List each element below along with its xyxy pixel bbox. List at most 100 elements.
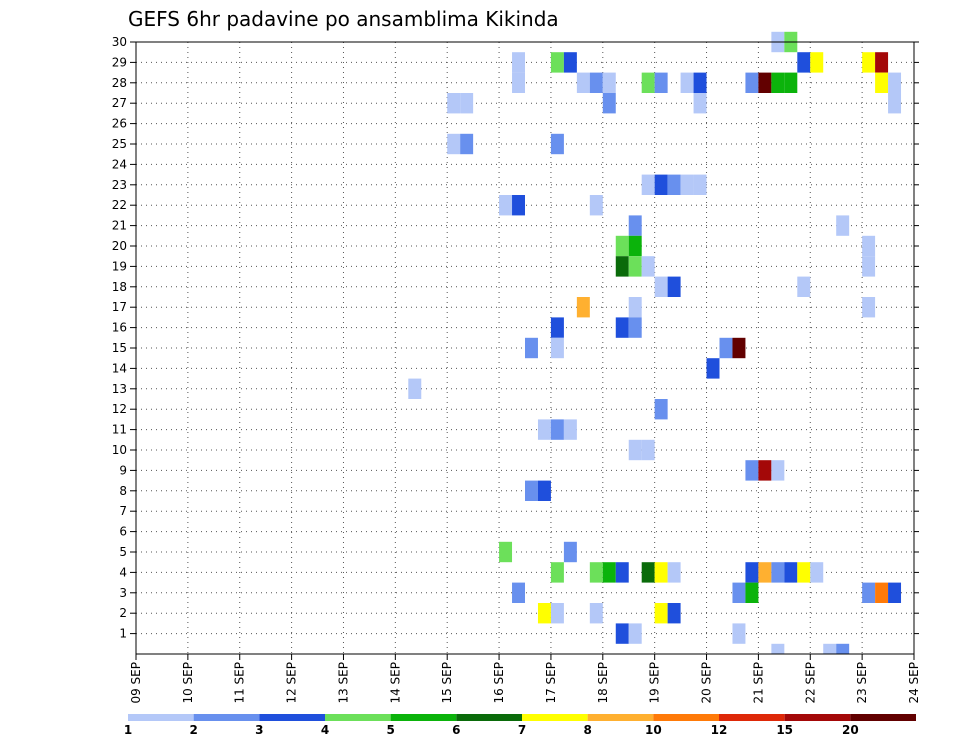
colorbar-swatch xyxy=(325,714,391,721)
chart-cell xyxy=(862,52,876,73)
colorbar-label: 6 xyxy=(452,723,460,737)
chart-cell xyxy=(719,337,733,359)
colorbar-swatch xyxy=(128,714,194,721)
colorbar-label: 10 xyxy=(645,723,662,737)
y-tick-label: 12 xyxy=(112,402,127,416)
chart-cell xyxy=(836,643,850,654)
chart-title: GEFS 6hr padavine po ansamblima Kikinda xyxy=(128,7,559,31)
x-tick-label: 10 SEP xyxy=(181,662,195,704)
colorbar-label: 3 xyxy=(255,723,263,737)
y-tick-label: 2 xyxy=(119,606,127,620)
colorbar-swatch xyxy=(850,714,916,721)
chart-cell xyxy=(550,562,564,583)
y-tick-label: 16 xyxy=(112,321,127,335)
y-tick-label: 18 xyxy=(112,280,127,294)
chart-cell xyxy=(888,72,902,93)
y-tick-label: 29 xyxy=(112,55,127,69)
chart-cell xyxy=(654,174,668,195)
chart-cell xyxy=(784,72,798,93)
chart-cell xyxy=(408,378,422,399)
chart-cell xyxy=(862,297,876,318)
chart-cell xyxy=(732,623,746,644)
x-tick-label: 20 SEP xyxy=(700,662,714,704)
y-tick-label: 1 xyxy=(119,627,127,641)
chart-cell xyxy=(550,52,564,73)
colorbar-swatch xyxy=(522,714,588,721)
chart-cell xyxy=(589,195,603,216)
chart-cell xyxy=(875,582,889,603)
chart-cell xyxy=(654,276,668,297)
chart-cell xyxy=(745,562,759,583)
chart-cells xyxy=(408,31,902,654)
chart-cell xyxy=(589,562,603,583)
chart-cell xyxy=(615,317,629,338)
y-tick-label: 4 xyxy=(119,565,127,579)
y-tick-label: 21 xyxy=(112,219,127,233)
y-tick-label: 26 xyxy=(112,117,127,131)
chart-cell xyxy=(875,52,889,73)
y-tick-label: 14 xyxy=(112,361,127,375)
y-tick-label: 19 xyxy=(112,259,127,273)
y-tick-label: 8 xyxy=(119,484,127,498)
y-tick-label: 23 xyxy=(112,178,127,192)
chart-cell xyxy=(550,337,564,359)
chart-cell xyxy=(667,603,681,624)
chart-cell xyxy=(641,256,655,277)
chart-cell xyxy=(862,256,876,277)
chart-cell xyxy=(706,358,720,379)
chart-cell xyxy=(628,235,642,257)
chart-cell xyxy=(447,133,461,155)
chart-cell xyxy=(537,603,551,624)
x-tick-label: 18 SEP xyxy=(596,662,610,704)
x-tick-label: 12 SEP xyxy=(285,662,299,704)
chart-cell xyxy=(732,582,746,603)
chart-cell xyxy=(693,93,707,114)
colorbar-label: 4 xyxy=(321,723,329,737)
colorbar-label: 5 xyxy=(386,723,394,737)
chart-cell xyxy=(512,52,525,73)
chart-cell xyxy=(797,52,811,73)
chart-cell xyxy=(771,72,785,93)
x-tick-label: 14 SEP xyxy=(388,662,402,704)
colorbar-label: 2 xyxy=(189,723,197,737)
chart-cell xyxy=(680,72,694,93)
colorbar-label: 7 xyxy=(518,723,526,737)
x-tick-label: 24 SEP xyxy=(907,662,921,704)
chart-cell xyxy=(745,460,759,481)
y-tick-label: 30 xyxy=(112,35,127,49)
y-tick-label: 9 xyxy=(119,463,127,477)
chart-cell xyxy=(641,174,655,195)
y-tick-label: 28 xyxy=(112,76,127,90)
x-tick-label: 17 SEP xyxy=(544,662,558,704)
y-tick-label: 22 xyxy=(112,198,127,212)
colorbar-swatch xyxy=(259,714,325,721)
chart-cell xyxy=(654,72,668,93)
x-tick-label: 13 SEP xyxy=(336,662,350,704)
colorbar-label: 8 xyxy=(583,723,591,737)
chart-cell xyxy=(563,52,577,73)
x-axis: 09 SEP 10 SEP 11 SEP 12 SEP 13 SEP 14 SEP 15 S… xyxy=(129,654,921,704)
chart-cell xyxy=(797,276,811,297)
chart-cell xyxy=(563,541,577,563)
x-tick-label: 15 SEP xyxy=(440,662,454,704)
chart-cell xyxy=(810,52,824,73)
y-tick-label: 20 xyxy=(112,239,127,253)
chart-cell xyxy=(576,72,590,93)
colorbar-swatch xyxy=(193,714,260,721)
chart-cell xyxy=(525,480,538,501)
chart-cell xyxy=(615,256,629,277)
colorbar-label: 15 xyxy=(776,723,793,737)
colorbar-label: 20 xyxy=(842,723,859,737)
chart-cell xyxy=(628,256,642,277)
chart-cell xyxy=(499,195,513,216)
chart-cell xyxy=(641,72,655,93)
chart-cell xyxy=(460,93,474,114)
colorbar-swatch xyxy=(456,714,522,721)
colorbar-label: 12 xyxy=(711,723,728,737)
chart-cell xyxy=(771,562,785,583)
chart-cell xyxy=(615,562,629,583)
chart-cell xyxy=(693,72,707,93)
y-tick-label: 6 xyxy=(119,525,127,539)
colorbar-legend: 1 2 3 4 5 6 7 8 10 12 15 20 xyxy=(124,714,916,737)
